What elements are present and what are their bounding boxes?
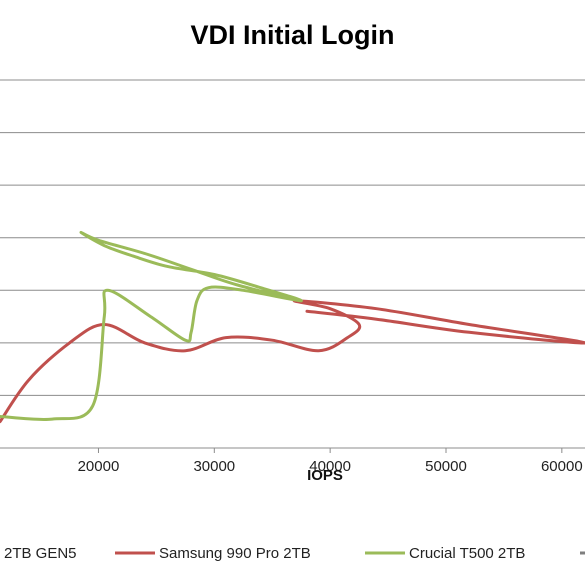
x-tick-label: 20000 xyxy=(78,458,120,475)
x-tick-label: 60000 xyxy=(541,458,583,475)
x-axis-ticks: 20000 30000 40000 50000 60000 xyxy=(78,448,583,475)
chart-title: VDI Initial Login xyxy=(190,20,395,50)
gridlines xyxy=(0,79,585,449)
series-line-1 xyxy=(0,299,585,424)
series-line-2 xyxy=(0,230,303,421)
legend-label-0: 2TB GEN5 xyxy=(4,545,77,562)
legend-label-1: Samsung 990 Pro 2TB xyxy=(159,545,311,562)
legend: 2TB GEN5 Samsung 990 Pro 2TB Crucial T500 … xyxy=(4,545,585,562)
x-axis-label: IOPS xyxy=(307,467,343,484)
legend-label-2: Crucial T500 2TB xyxy=(409,545,525,562)
x-tick-label: 30000 xyxy=(193,458,235,475)
x-tick-label: 50000 xyxy=(425,458,467,475)
series-lines xyxy=(0,230,585,424)
x-tick-label: 40000 xyxy=(309,458,351,475)
